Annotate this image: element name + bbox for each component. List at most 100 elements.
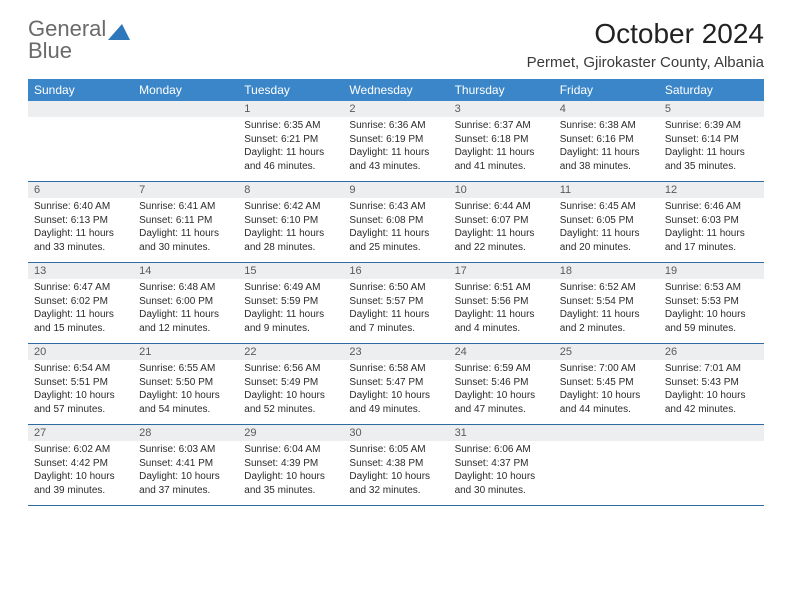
day-body (659, 441, 764, 499)
day-line: and 39 minutes. (34, 484, 127, 498)
day-line: Daylight: 10 hours (665, 308, 758, 322)
day-line: Sunset: 4:39 PM (244, 457, 337, 471)
day-cell: 27Sunrise: 6:02 AMSunset: 4:42 PMDayligh… (28, 425, 133, 505)
day-line: Sunset: 6:05 PM (560, 214, 653, 228)
day-cell: 30Sunrise: 6:05 AMSunset: 4:38 PMDayligh… (343, 425, 448, 505)
day-line: Sunset: 5:46 PM (455, 376, 548, 390)
day-body: Sunrise: 6:55 AMSunset: 5:50 PMDaylight:… (133, 360, 238, 424)
day-line: Sunset: 6:03 PM (665, 214, 758, 228)
day-body: Sunrise: 6:45 AMSunset: 6:05 PMDaylight:… (554, 198, 659, 262)
day-cell: 19Sunrise: 6:53 AMSunset: 5:53 PMDayligh… (659, 263, 764, 343)
day-line: Daylight: 10 hours (34, 470, 127, 484)
day-line: Daylight: 11 hours (244, 146, 337, 160)
day-body: Sunrise: 6:51 AMSunset: 5:56 PMDaylight:… (449, 279, 554, 343)
day-number: 16 (343, 263, 448, 279)
day-body: Sunrise: 6:03 AMSunset: 4:41 PMDaylight:… (133, 441, 238, 505)
day-line: Sunrise: 6:49 AM (244, 281, 337, 295)
day-line: Sunrise: 6:53 AM (665, 281, 758, 295)
day-body: Sunrise: 6:54 AMSunset: 5:51 PMDaylight:… (28, 360, 133, 424)
day-cell: 3Sunrise: 6:37 AMSunset: 6:18 PMDaylight… (449, 101, 554, 181)
day-line: Daylight: 11 hours (560, 146, 653, 160)
day-line: Sunset: 5:47 PM (349, 376, 442, 390)
day-number: 4 (554, 101, 659, 117)
day-number: 23 (343, 344, 448, 360)
day-line: and 47 minutes. (455, 403, 548, 417)
day-line: Sunrise: 6:54 AM (34, 362, 127, 376)
day-cell: 23Sunrise: 6:58 AMSunset: 5:47 PMDayligh… (343, 344, 448, 424)
day-body: Sunrise: 6:06 AMSunset: 4:37 PMDaylight:… (449, 441, 554, 505)
day-line: and 30 minutes. (455, 484, 548, 498)
day-cell: 17Sunrise: 6:51 AMSunset: 5:56 PMDayligh… (449, 263, 554, 343)
day-body: Sunrise: 6:39 AMSunset: 6:14 PMDaylight:… (659, 117, 764, 181)
day-cell: 15Sunrise: 6:49 AMSunset: 5:59 PMDayligh… (238, 263, 343, 343)
day-number: 17 (449, 263, 554, 279)
day-line: Sunset: 6:16 PM (560, 133, 653, 147)
weekday-header: Sunday (28, 79, 133, 101)
day-line: Sunrise: 6:41 AM (139, 200, 232, 214)
day-line: Daylight: 10 hours (34, 389, 127, 403)
day-line: and 42 minutes. (665, 403, 758, 417)
logo-text-blue: Blue (28, 40, 130, 62)
day-line: Sunset: 6:07 PM (455, 214, 548, 228)
day-line: and 37 minutes. (139, 484, 232, 498)
day-cell: 10Sunrise: 6:44 AMSunset: 6:07 PMDayligh… (449, 182, 554, 262)
day-line: and 2 minutes. (560, 322, 653, 336)
day-body (554, 441, 659, 499)
day-line: Sunrise: 6:37 AM (455, 119, 548, 133)
day-body: Sunrise: 6:38 AMSunset: 6:16 PMDaylight:… (554, 117, 659, 181)
day-line: Daylight: 11 hours (349, 146, 442, 160)
day-line: Daylight: 10 hours (349, 389, 442, 403)
day-line: and 35 minutes. (665, 160, 758, 174)
day-number: 12 (659, 182, 764, 198)
day-cell: 14Sunrise: 6:48 AMSunset: 6:00 PMDayligh… (133, 263, 238, 343)
day-line: Sunrise: 6:40 AM (34, 200, 127, 214)
day-line: Sunset: 5:50 PM (139, 376, 232, 390)
day-line: Sunrise: 6:59 AM (455, 362, 548, 376)
day-line: Daylight: 11 hours (244, 227, 337, 241)
day-line: Sunrise: 6:04 AM (244, 443, 337, 457)
day-cell: 7Sunrise: 6:41 AMSunset: 6:11 PMDaylight… (133, 182, 238, 262)
logo-triangle-icon (108, 24, 130, 40)
day-line: Sunrise: 6:02 AM (34, 443, 127, 457)
day-body (28, 117, 133, 175)
week-row: 27Sunrise: 6:02 AMSunset: 4:42 PMDayligh… (28, 425, 764, 506)
day-cell: 4Sunrise: 6:38 AMSunset: 6:16 PMDaylight… (554, 101, 659, 181)
day-line: Daylight: 10 hours (455, 389, 548, 403)
page-subtitle: Permet, Gjirokaster County, Albania (527, 54, 764, 71)
day-line: and 17 minutes. (665, 241, 758, 255)
week-row: 6Sunrise: 6:40 AMSunset: 6:13 PMDaylight… (28, 182, 764, 263)
day-line: and 15 minutes. (34, 322, 127, 336)
day-line: Sunset: 6:14 PM (665, 133, 758, 147)
day-line: Sunset: 5:51 PM (34, 376, 127, 390)
day-line: and 32 minutes. (349, 484, 442, 498)
week-row: 13Sunrise: 6:47 AMSunset: 6:02 PMDayligh… (28, 263, 764, 344)
day-number: 11 (554, 182, 659, 198)
day-line: and 46 minutes. (244, 160, 337, 174)
day-line: Sunrise: 6:56 AM (244, 362, 337, 376)
day-line: and 54 minutes. (139, 403, 232, 417)
day-line: Sunrise: 6:05 AM (349, 443, 442, 457)
day-line: Daylight: 11 hours (349, 308, 442, 322)
day-line: and 44 minutes. (560, 403, 653, 417)
day-line: and 49 minutes. (349, 403, 442, 417)
day-line: Sunrise: 6:45 AM (560, 200, 653, 214)
title-block: October 2024 Permet, Gjirokaster County,… (527, 18, 764, 71)
day-line: Sunset: 6:02 PM (34, 295, 127, 309)
day-cell (133, 101, 238, 181)
day-body: Sunrise: 6:52 AMSunset: 5:54 PMDaylight:… (554, 279, 659, 343)
day-line: Daylight: 11 hours (665, 227, 758, 241)
day-cell: 28Sunrise: 6:03 AMSunset: 4:41 PMDayligh… (133, 425, 238, 505)
weekday-header: Tuesday (238, 79, 343, 101)
day-cell: 11Sunrise: 6:45 AMSunset: 6:05 PMDayligh… (554, 182, 659, 262)
day-line: Daylight: 10 hours (665, 389, 758, 403)
day-number: 2 (343, 101, 448, 117)
day-body: Sunrise: 6:43 AMSunset: 6:08 PMDaylight:… (343, 198, 448, 262)
day-body: Sunrise: 6:40 AMSunset: 6:13 PMDaylight:… (28, 198, 133, 262)
day-line: Daylight: 11 hours (560, 308, 653, 322)
day-number: 1 (238, 101, 343, 117)
day-cell: 29Sunrise: 6:04 AMSunset: 4:39 PMDayligh… (238, 425, 343, 505)
day-line: Sunset: 4:41 PM (139, 457, 232, 471)
day-cell: 18Sunrise: 6:52 AMSunset: 5:54 PMDayligh… (554, 263, 659, 343)
logo-text-general: General (28, 18, 106, 40)
day-cell: 13Sunrise: 6:47 AMSunset: 6:02 PMDayligh… (28, 263, 133, 343)
